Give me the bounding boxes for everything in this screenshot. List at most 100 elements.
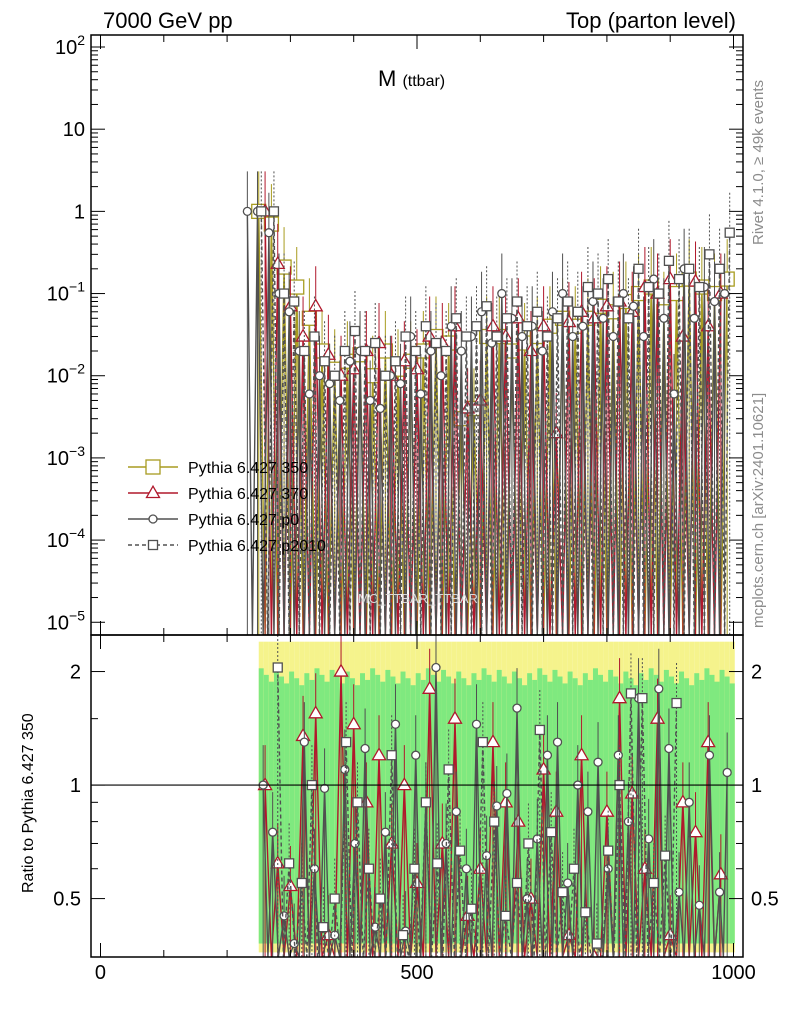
ratio-point: [333, 663, 349, 677]
band-green: [279, 676, 285, 944]
ratio-point: [489, 816, 500, 827]
band-green: [684, 678, 690, 944]
ratio-point: [542, 750, 553, 760]
ratio-point: [296, 877, 307, 889]
ratio-point: [502, 788, 512, 799]
ratio-point: [454, 845, 466, 856]
band-green: [258, 668, 264, 944]
top-point: [471, 321, 482, 332]
top-point: [724, 227, 735, 238]
ratio-point: [329, 893, 340, 904]
ratio-point: [664, 743, 674, 754]
ratio-point: [431, 662, 441, 673]
band-green: [547, 681, 553, 944]
ratio-point: [573, 747, 590, 761]
legend-marker: [145, 484, 161, 499]
band-green: [471, 673, 477, 944]
top-point: [329, 370, 340, 381]
ytick-label: 10−1: [47, 279, 85, 306]
top-point: [349, 325, 361, 337]
top-point: [578, 321, 588, 331]
ratio-point: [611, 690, 628, 704]
ratio-point: [340, 736, 352, 748]
ratio-point: [485, 734, 501, 748]
top-point: [370, 337, 381, 349]
ratio-point: [603, 845, 614, 856]
band-green: [714, 681, 720, 944]
top-series-line: [246, 211, 726, 635]
top-point: [592, 288, 604, 299]
band-green: [679, 671, 685, 944]
band-green: [663, 669, 669, 944]
ratio-point: [272, 662, 283, 673]
top-point: [714, 263, 725, 274]
ratio-point: [700, 734, 716, 748]
top-point: [491, 331, 502, 342]
top-point: [304, 389, 315, 399]
top-point: [608, 331, 618, 342]
top-point: [284, 307, 294, 317]
ratio-point: [308, 705, 324, 719]
top-point: [633, 263, 644, 274]
ratio-point: [534, 724, 545, 736]
top-point: [552, 313, 563, 324]
ratio-point: [390, 719, 401, 729]
rivet-label: Rivet 4.1.0, ≥ 49k events: [750, 80, 767, 245]
top-point: [659, 313, 669, 323]
band-green: [562, 683, 568, 944]
top-point: [456, 346, 466, 356]
top-point: [319, 356, 330, 367]
ratio-point: [659, 850, 671, 861]
ratio-point: [477, 736, 488, 748]
top-point: [299, 345, 310, 357]
top-point: [598, 313, 608, 323]
ratio-point: [599, 803, 615, 817]
top-point: [501, 313, 513, 324]
ratio-point: [687, 824, 704, 838]
ratio-point: [447, 710, 463, 724]
ratio-point: [409, 863, 420, 874]
band-green: [461, 678, 467, 944]
top-point: [542, 331, 553, 342]
ytick-label: 1: [74, 201, 85, 223]
legend-marker: [147, 539, 159, 551]
band-green: [309, 679, 315, 944]
band-green: [689, 685, 695, 944]
top-point: [618, 288, 629, 299]
top-point: [603, 273, 614, 285]
band-green: [304, 673, 310, 944]
top-point: [582, 281, 594, 293]
ratio-point: [466, 903, 477, 914]
top-point: [511, 296, 523, 307]
ratio-point: [500, 910, 511, 921]
band-green: [349, 678, 355, 944]
top-point: [669, 389, 679, 399]
xtick-label: 1000: [711, 962, 756, 984]
top-point: [689, 313, 699, 323]
top-point: [345, 356, 355, 366]
band-green: [456, 671, 462, 944]
top-point: [446, 321, 456, 331]
ratio-ylabel: Ratio to Pythia 6.427 350: [20, 713, 37, 893]
band-green: [339, 683, 345, 944]
ratio-point: [451, 807, 461, 817]
ratio-point: [432, 858, 443, 869]
top-point: [532, 306, 543, 317]
top-point: [517, 331, 527, 342]
top-point: [395, 379, 406, 389]
band-green: [572, 678, 578, 944]
top-point: [268, 206, 280, 217]
top-point: [309, 331, 320, 342]
top-point: [521, 321, 533, 332]
ratio-point: [637, 693, 648, 704]
top-point: [430, 337, 442, 349]
band-green: [385, 669, 391, 944]
legend-entry: Pythia 6.427 370: [188, 486, 308, 503]
band-green: [268, 681, 274, 944]
top-point: [628, 301, 639, 311]
top-point: [409, 361, 425, 375]
top-point: [289, 279, 305, 295]
band-green: [694, 673, 700, 944]
ratio-point: [722, 767, 732, 778]
ratio-point: [512, 703, 522, 713]
